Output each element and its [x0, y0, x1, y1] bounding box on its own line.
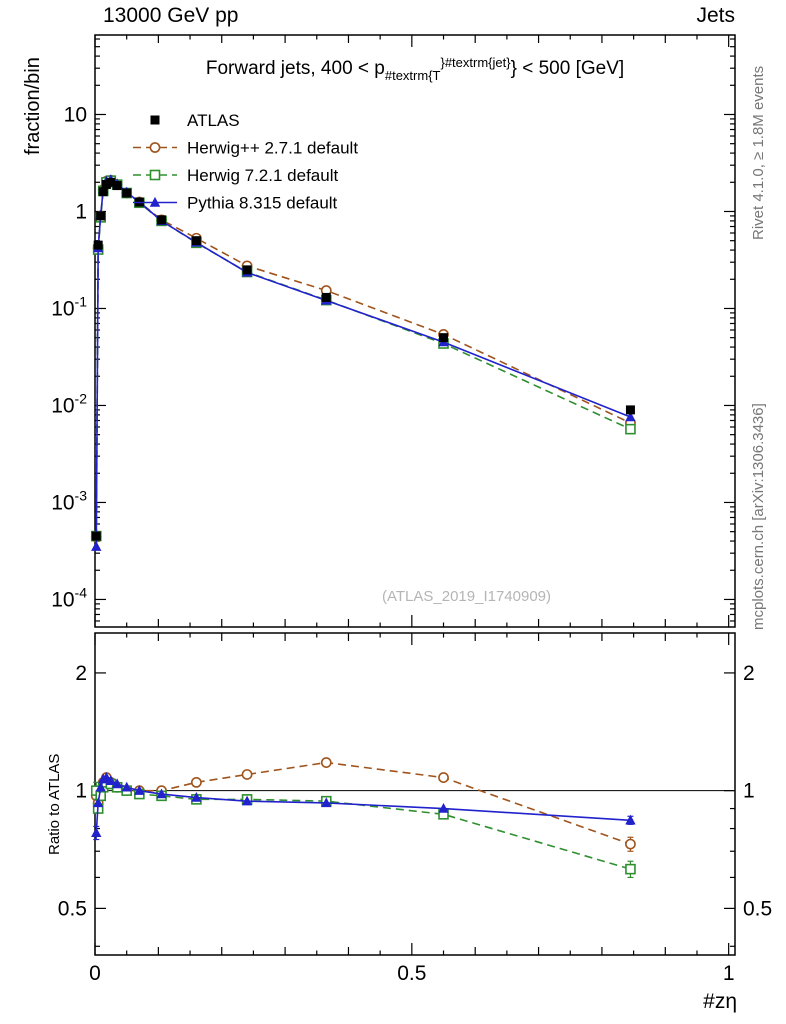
- x-axis-label: #zη: [703, 990, 737, 1013]
- plot-title-part: } < 500 [GeV]: [510, 58, 625, 79]
- plot-title-part: Forward jets, 400 < p: [205, 58, 385, 79]
- analysis-id-watermark: (ATLAS_2019_I1740909): [382, 588, 552, 605]
- svg-text:10-4: 10-4: [51, 584, 87, 611]
- svg-text:10-1: 10-1: [51, 293, 87, 320]
- svg-text:1: 1: [75, 780, 87, 803]
- header-beam-energy: 13000 GeV pp: [103, 4, 239, 27]
- svg-text:2: 2: [743, 662, 755, 685]
- svg-text:0.5: 0.5: [58, 897, 87, 920]
- svg-text:2: 2: [75, 662, 87, 685]
- rivet-version-note: Rivet 4.1.0, ≥ 1.8M events: [750, 65, 767, 240]
- plot-title-part: #textrm{jet}: [444, 55, 511, 70]
- legend-label: Herwig++ 2.7.1 default: [187, 139, 358, 158]
- mcplots-reference-note: mcplots.cern.ch [arXiv:1306.3436]: [750, 403, 767, 630]
- y-axis-label-ratio: Ratio to ATLAS: [46, 753, 63, 855]
- plot-title: Forward jets, 400 < p#textrm{T}#textrm{j…: [95, 55, 735, 83]
- plot-title-part: #textrm{T: [384, 68, 441, 83]
- svg-text:0.5: 0.5: [743, 897, 772, 920]
- svg-text:10: 10: [64, 103, 87, 126]
- svg-text:0.5: 0.5: [397, 962, 426, 985]
- svg-text:1: 1: [743, 780, 755, 803]
- plot-title-part: }: [440, 55, 445, 70]
- legend-label: ATLAS: [187, 111, 240, 130]
- svg-text:0: 0: [89, 962, 101, 985]
- svg-text:10-2: 10-2: [51, 390, 87, 417]
- legend-label: Herwig 7.2.1 default: [187, 166, 338, 185]
- svg-text:1: 1: [723, 962, 735, 985]
- svg-text:10-3: 10-3: [51, 487, 87, 514]
- header-analysis-group: Jets: [696, 4, 735, 27]
- svg-text:1: 1: [75, 200, 87, 223]
- y-axis-label-main: fraction/bin: [22, 57, 44, 155]
- legend-label: Pythia 8.315 default: [187, 194, 338, 213]
